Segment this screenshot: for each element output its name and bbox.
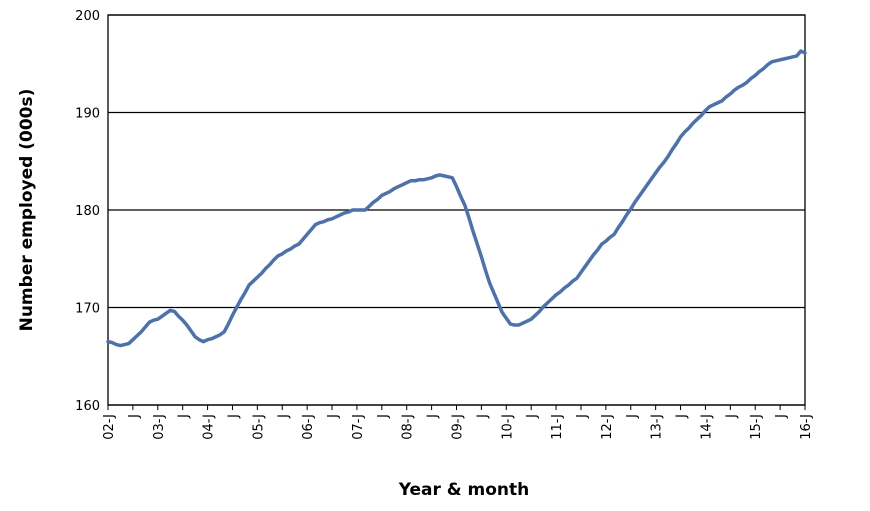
x-tick-label: J — [525, 414, 540, 419]
y-tick-label: 190 — [75, 107, 100, 122]
x-tick-label: J — [226, 414, 241, 419]
x-tick-label: 06-J — [301, 414, 316, 440]
x-tick-label: 04-J — [202, 414, 217, 440]
x-tick-label: 02-J — [102, 414, 117, 440]
x-tick-label: J — [177, 414, 192, 419]
y-tick-label: 180 — [75, 204, 100, 219]
y-tick-label: 200 — [75, 9, 100, 24]
x-tick-label: 11-J — [550, 414, 565, 440]
x-tick-label: J — [625, 414, 640, 419]
x-tick-label: J — [475, 414, 490, 419]
x-tick-label: J — [724, 414, 739, 419]
x-tick-label: 08-J — [401, 414, 416, 440]
x-axis-label: Year & month — [398, 480, 530, 500]
x-tick-label: 13-J — [650, 414, 665, 440]
x-tick-label: J — [276, 414, 291, 419]
x-tick-label: J — [326, 414, 341, 419]
data-line — [106, 49, 807, 348]
x-tick-label: 15-J — [749, 414, 764, 440]
x-tick-label: 05-J — [251, 414, 266, 440]
x-tick-label: 10-J — [500, 414, 515, 440]
x-tick-label: J — [575, 414, 590, 419]
x-tick-label: J — [127, 414, 142, 419]
x-tick-label: J — [376, 414, 391, 419]
x-tick-label: 03-J — [152, 414, 167, 440]
y-tick-label: 170 — [75, 302, 100, 317]
x-tick-label: J — [675, 414, 690, 419]
y-axis-label: Number employed (000s) — [17, 89, 37, 332]
x-tick-label: 09-J — [451, 414, 466, 440]
y-tick-label: 160 — [75, 399, 100, 414]
x-tick-label: J — [774, 414, 789, 419]
x-tick-label: 12-J — [600, 414, 615, 440]
x-tick-label: 14-J — [699, 414, 714, 440]
x-tick-label: 16-J — [799, 414, 814, 440]
x-tick-label: 07-J — [351, 414, 366, 440]
x-tick-label: J — [426, 414, 441, 419]
